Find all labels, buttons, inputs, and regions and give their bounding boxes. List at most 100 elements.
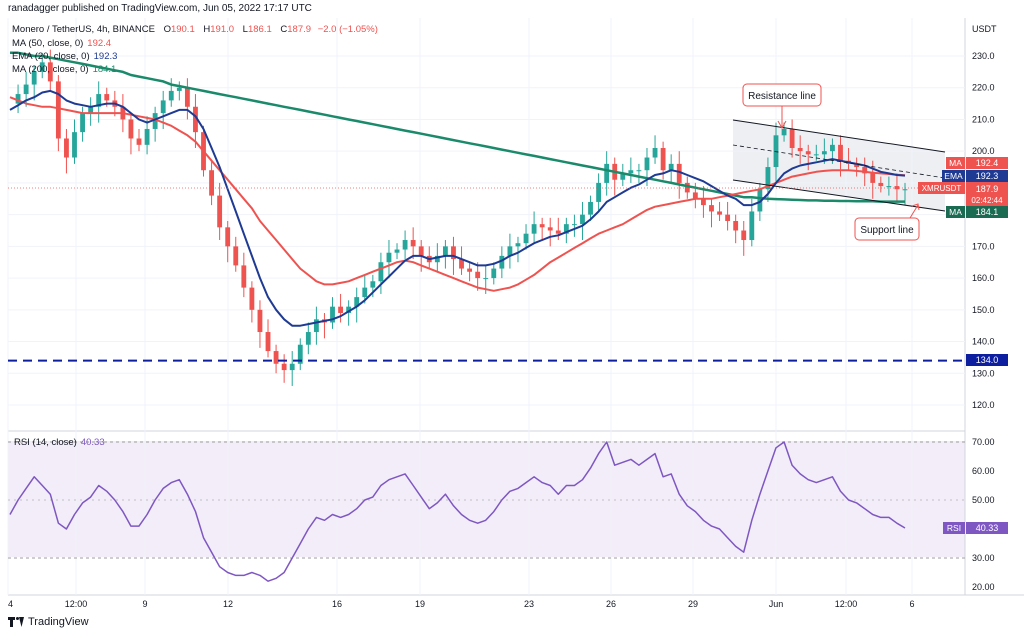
candle-body xyxy=(773,135,779,168)
rsi-series xyxy=(9,441,906,582)
candle-body xyxy=(72,132,77,158)
candle-body xyxy=(402,240,408,250)
resistance-line[interactable] xyxy=(732,119,946,153)
ema20-line xyxy=(9,89,906,327)
candle-body xyxy=(596,182,602,202)
candle-body xyxy=(233,246,239,266)
candle-body xyxy=(531,224,537,234)
ma200-legend[interactable]: MA (200, close, 0) 184.1 xyxy=(12,64,117,75)
publisher-line: ranadagger published on TradingView.com,… xyxy=(8,3,312,14)
resistance-label: Resistance line xyxy=(748,91,816,102)
time-axis[interactable]: 4 12:00 9 12 16 19 23 26 29 Jun 12:00 6 xyxy=(8,599,915,609)
candle-body xyxy=(217,195,223,228)
svg-text:MA: MA xyxy=(949,207,962,217)
candle-body xyxy=(563,224,569,234)
candle-body xyxy=(418,246,424,256)
candle-body xyxy=(467,268,473,272)
candle-body xyxy=(378,262,384,282)
candle-body xyxy=(160,100,166,114)
candle-body xyxy=(862,167,868,174)
candle-body xyxy=(547,227,553,231)
candle-body xyxy=(660,148,666,171)
candle-body xyxy=(838,144,843,161)
time-tick-label: 6 xyxy=(909,599,914,609)
candle-body xyxy=(241,265,247,288)
tradingview-footer[interactable]: TradingView xyxy=(8,616,89,628)
price-tick-label: 120.0 xyxy=(972,400,995,410)
candle-body xyxy=(483,278,489,280)
candle-body xyxy=(305,332,311,345)
ma50-line xyxy=(9,96,906,292)
candle-body xyxy=(830,144,835,152)
svg-text:EMA: EMA xyxy=(944,171,963,181)
candle-body xyxy=(725,214,731,221)
price-tick-label: 160.0 xyxy=(972,273,995,283)
ema20-legend[interactable]: EMA (20, close, 0) 192.3 xyxy=(12,51,118,62)
candle-body xyxy=(313,319,319,333)
price-tick-label: 150.0 xyxy=(972,305,995,315)
symbol-legend[interactable]: Monero / TetherUS, 4h, BINANCE O190.1 H1… xyxy=(12,24,378,35)
time-tick-label: 16 xyxy=(332,599,342,609)
candle-body xyxy=(136,138,142,145)
candle-body xyxy=(346,306,352,313)
candle-body xyxy=(88,106,94,114)
price-unit: USDT xyxy=(972,24,997,34)
ohlc-values: O190.1 H191.0 L186.1 C187.9 −2.0 (−1.05%… xyxy=(163,24,378,35)
time-tick-label: 12 xyxy=(223,599,233,609)
svg-text:XMRUSDT: XMRUSDT xyxy=(922,184,962,193)
candle-body xyxy=(684,182,690,193)
support-annotation[interactable]: Support line xyxy=(854,203,920,241)
candle-body xyxy=(225,227,231,247)
price-tick-label: 170.0 xyxy=(972,241,995,251)
svg-text:192.3: 192.3 xyxy=(976,171,999,181)
candle-body xyxy=(410,240,416,247)
candle-body xyxy=(249,287,255,310)
symbol-name: Monero / TetherUS, 4h, BINANCE xyxy=(12,24,155,35)
rsi-legend[interactable]: RSI (14, close) 40.33 xyxy=(14,437,105,448)
price-tick-label: 230.0 xyxy=(972,51,995,61)
svg-text:RSI: RSI xyxy=(947,523,961,533)
candle-body xyxy=(789,128,795,149)
candle-body xyxy=(878,182,884,187)
time-tick-label: 26 xyxy=(606,599,616,609)
time-tick-label: Jun xyxy=(769,599,784,609)
svg-text:184.1: 184.1 xyxy=(976,207,999,217)
candle-body xyxy=(459,259,464,269)
candle-body xyxy=(442,246,448,256)
candle-body xyxy=(604,163,610,183)
rsi-line xyxy=(9,441,906,582)
candle-body xyxy=(451,246,456,260)
svg-text:187.9: 187.9 xyxy=(976,184,999,194)
candle-body xyxy=(668,163,674,171)
candle-body xyxy=(80,113,85,133)
support-trend-line[interactable] xyxy=(732,179,946,212)
ma200-badge: MA 184.1 xyxy=(946,206,1008,218)
candle-body xyxy=(870,173,876,183)
candle-body xyxy=(580,214,585,225)
candle-body xyxy=(144,128,150,145)
candle-body xyxy=(902,189,908,191)
candle-body xyxy=(15,94,21,104)
candle-body xyxy=(555,230,561,234)
candle-body xyxy=(523,233,529,244)
candle-body xyxy=(193,106,198,133)
candle-body xyxy=(338,306,344,313)
candle-body xyxy=(886,186,892,188)
indicator-lines xyxy=(9,51,906,327)
rsi-tick-label: 30.00 xyxy=(972,553,995,563)
candle-body xyxy=(370,281,376,288)
ma200-line xyxy=(10,51,905,203)
candle-body xyxy=(23,84,29,95)
resistance-annotation[interactable]: Resistance line xyxy=(742,83,822,130)
candle-body xyxy=(273,351,279,364)
candle-body xyxy=(394,249,400,253)
candle-body xyxy=(644,157,650,171)
candle-body xyxy=(434,255,440,263)
candle-body xyxy=(709,205,714,212)
ma50-legend[interactable]: MA (50, close, 0) 192.4 xyxy=(12,38,112,49)
candle-body xyxy=(797,148,803,152)
candle-body xyxy=(281,363,287,371)
svg-text:40.33: 40.33 xyxy=(976,523,999,533)
